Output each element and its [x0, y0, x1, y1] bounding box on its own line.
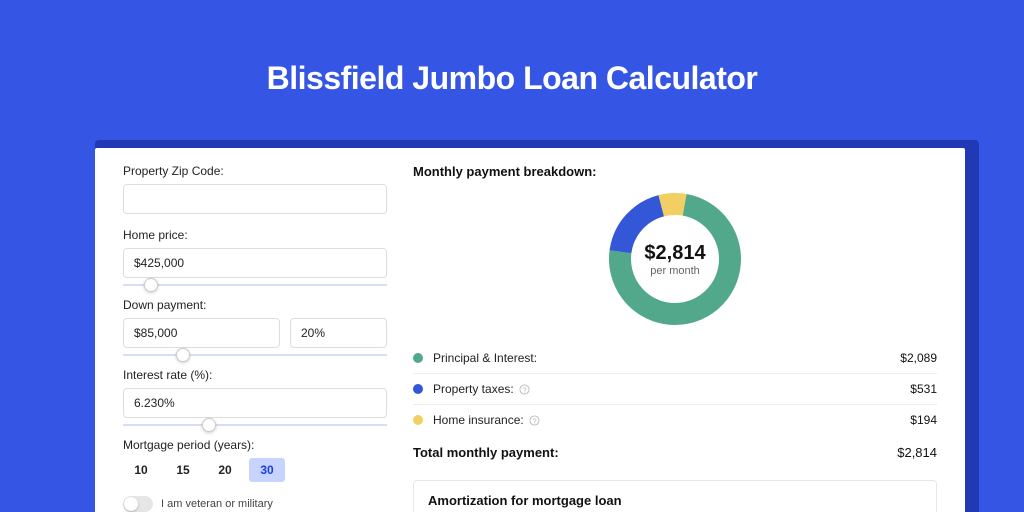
donut-center: $2,814 per month: [605, 189, 745, 329]
legend-swatch: [413, 384, 423, 394]
period-button-15[interactable]: 15: [165, 458, 201, 482]
interest-rate-slider-thumb[interactable]: [202, 418, 216, 432]
form-column: Property Zip Code: Home price: Down paym…: [123, 164, 387, 512]
amortization-box: Amortization for mortgage loan Amortizat…: [413, 480, 937, 512]
legend-label: Principal & Interest:: [433, 351, 900, 365]
interest-rate-slider[interactable]: [123, 424, 387, 426]
veteran-toggle-knob: [124, 497, 138, 511]
total-row: Total monthly payment: $2,814: [413, 435, 937, 472]
mortgage-period-group: 10152030: [123, 458, 387, 482]
card-layout: Property Zip Code: Home price: Down paym…: [95, 148, 965, 512]
legend-label-text: Principal & Interest:: [433, 351, 537, 365]
period-button-20[interactable]: 20: [207, 458, 243, 482]
legend-value: $531: [910, 382, 937, 396]
donut-sub: per month: [650, 265, 700, 277]
period-button-30[interactable]: 30: [249, 458, 285, 482]
info-icon[interactable]: ?: [519, 384, 530, 395]
breakdown-column: Monthly payment breakdown: $2,814 per mo…: [413, 164, 937, 512]
legend-row-1: Property taxes:?$531: [413, 374, 937, 405]
legend-row-2: Home insurance:?$194: [413, 405, 937, 435]
home-price-slider-thumb[interactable]: [144, 278, 158, 292]
interest-rate-label: Interest rate (%):: [123, 368, 387, 382]
down-payment-label: Down payment:: [123, 298, 387, 312]
info-icon[interactable]: ?: [529, 415, 540, 426]
down-payment-slider[interactable]: [123, 354, 387, 356]
breakdown-heading: Monthly payment breakdown:: [413, 164, 937, 179]
legend-label-text: Property taxes:: [433, 382, 514, 396]
legend-label: Home insurance:?: [433, 413, 910, 427]
veteran-toggle[interactable]: [123, 496, 153, 512]
legend: Principal & Interest: $2,089 Property taxe…: [413, 343, 937, 435]
legend-value: $194: [910, 413, 937, 427]
interest-rate-input[interactable]: [123, 388, 387, 418]
down-payment-input[interactable]: [123, 318, 280, 348]
legend-value: $2,089: [900, 351, 937, 365]
veteran-label: I am veteran or military: [161, 498, 273, 510]
zip-input[interactable]: [123, 184, 387, 214]
home-price-slider[interactable]: [123, 284, 387, 286]
legend-label: Property taxes:?: [433, 382, 910, 396]
total-label: Total monthly payment:: [413, 445, 897, 460]
calculator-card: Property Zip Code: Home price: Down paym…: [95, 148, 965, 512]
legend-row-0: Principal & Interest: $2,089: [413, 343, 937, 374]
legend-swatch: [413, 415, 423, 425]
home-price-label: Home price:: [123, 228, 387, 242]
svg-text:?: ?: [522, 385, 526, 394]
mortgage-period-label: Mortgage period (years):: [123, 438, 387, 452]
page-title: Blissfield Jumbo Loan Calculator: [0, 0, 1024, 97]
legend-label-text: Home insurance:: [433, 413, 524, 427]
down-payment-pct-input[interactable]: [290, 318, 387, 348]
total-value: $2,814: [897, 445, 937, 460]
donut-chart: $2,814 per month: [605, 189, 745, 329]
page-background: Blissfield Jumbo Loan Calculator Propert…: [0, 0, 1024, 512]
home-price-input[interactable]: [123, 248, 387, 278]
legend-swatch: [413, 353, 423, 363]
svg-text:?: ?: [532, 416, 536, 425]
period-button-10[interactable]: 10: [123, 458, 159, 482]
amortization-title: Amortization for mortgage loan: [428, 493, 922, 508]
donut-amount: $2,814: [644, 242, 705, 265]
zip-label: Property Zip Code:: [123, 164, 387, 178]
down-payment-slider-thumb[interactable]: [176, 348, 190, 362]
veteran-row: I am veteran or military: [123, 496, 387, 512]
